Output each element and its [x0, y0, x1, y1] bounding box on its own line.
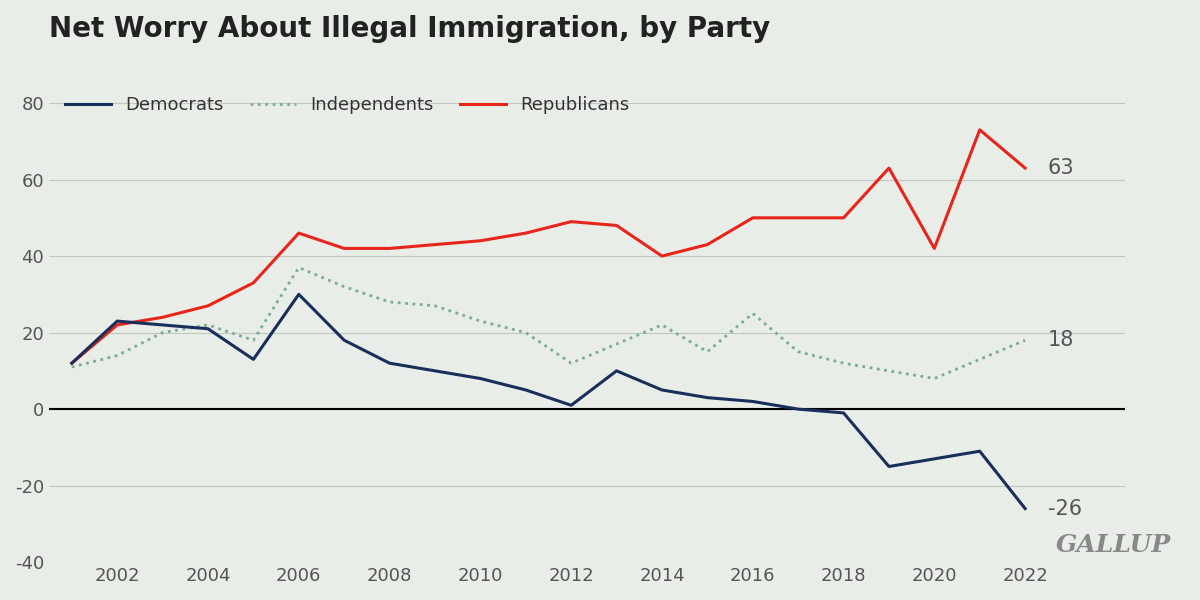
Text: 18: 18 [1048, 330, 1074, 350]
Legend: Democrats, Independents, Republicans: Democrats, Independents, Republicans [58, 89, 636, 121]
Text: 63: 63 [1048, 158, 1074, 178]
Text: GALLUP: GALLUP [1056, 533, 1171, 557]
Text: Net Worry About Illegal Immigration, by Party: Net Worry About Illegal Immigration, by … [49, 15, 770, 43]
Text: -26: -26 [1048, 499, 1082, 518]
